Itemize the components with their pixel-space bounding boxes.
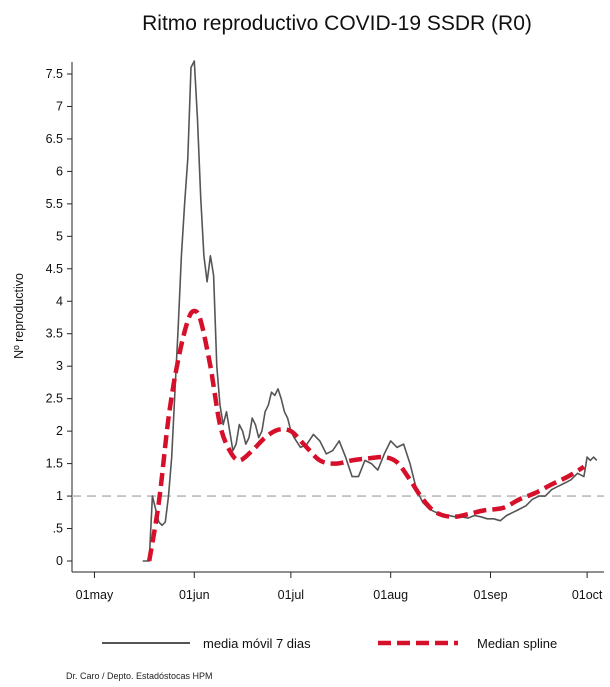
y-tick-label: 6	[56, 164, 63, 178]
x-tick-label: 01jun	[179, 588, 210, 602]
y-tick-label: 4	[56, 294, 63, 308]
y-tick-label: 3	[56, 359, 63, 373]
chart-title: Ritmo reproductivo COVID-19 SSDR (R0)	[142, 12, 532, 35]
y-tick-label: 5	[56, 229, 63, 243]
y-tick-label: 7	[56, 99, 63, 113]
legend-label-media-movil: media móvil 7 dias	[203, 636, 311, 651]
legend: media móvil 7 dias Median spline	[102, 636, 557, 651]
y-tick-label: 5.5	[46, 197, 63, 211]
y-tick-label: 3.5	[46, 327, 63, 341]
x-tick-label: 01oct	[572, 588, 603, 602]
x-tick-label: 01aug	[373, 588, 408, 602]
y-tick-label: 1	[56, 489, 63, 503]
series-layer	[142, 60, 598, 562]
y-tick-label: 7.5	[46, 67, 63, 81]
y-tick-label: .5	[53, 522, 63, 536]
x-tick-label: 01jul	[278, 588, 304, 602]
y-tick-label: 4.5	[46, 262, 63, 276]
x-tick-label: 01may	[76, 588, 114, 602]
series-line-media-movil	[142, 60, 598, 562]
x-tick-label: 01sep	[473, 588, 507, 602]
legend-label-median-spline: Median spline	[477, 636, 557, 651]
series-line-median-spline	[146, 308, 586, 562]
y-axis-ticks: 0 .5 1 1.5 2 2.5 3 3.5 4 4.5 5 5.5 6 6.5 7 7.5	[46, 67, 72, 568]
y-tick-label: 6.5	[46, 132, 63, 146]
y-tick-label: 1.5	[46, 457, 63, 471]
x-axis-ticks: 01may 01jun 01jul 01aug 01sep 01oct	[76, 572, 603, 602]
y-tick-label: 2.5	[46, 392, 63, 406]
y-tick-label: 2	[56, 424, 63, 438]
y-tick-label: 0	[56, 554, 63, 568]
credit-text: Dr. Caro / Depto. Estadóstocas HPM	[66, 671, 213, 681]
y-axis-label: Nº reproductivo	[12, 273, 26, 359]
